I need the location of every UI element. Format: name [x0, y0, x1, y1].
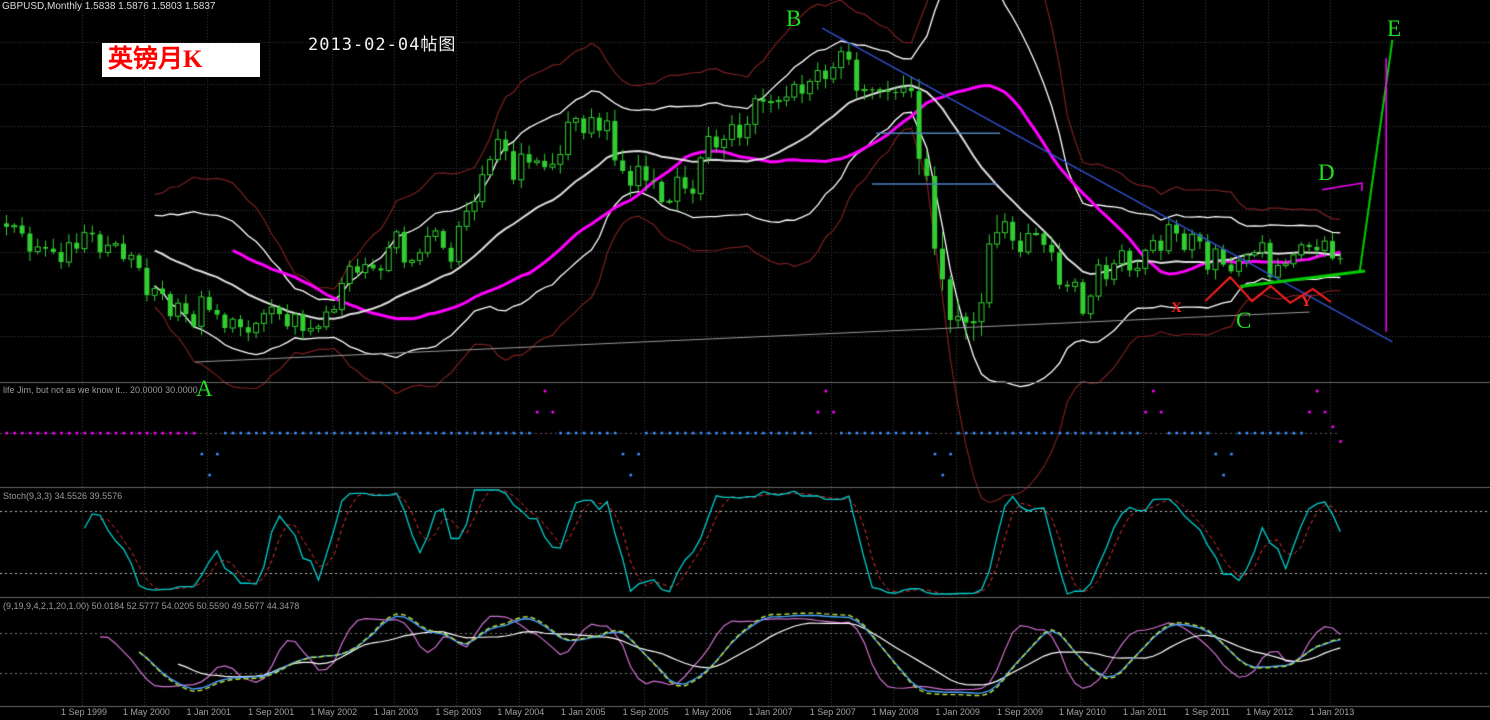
wave-label-d[interactable]: D — [1318, 160, 1335, 185]
time-axis-label: 1 May 2010 — [1058, 707, 1106, 717]
time-axis[interactable]: 1 Sep 1999 1 May 2000 1 Jan 2001 1 Sep 2001… — [0, 707, 1490, 720]
indicator-label-pane4: (9,19,9,4,2,1,20,1.00) 50.0184 52.5777 5… — [3, 601, 300, 611]
time-axis-label: 1 Sep 2007 — [809, 707, 856, 717]
time-axis-label: 1 Jan 2013 — [1309, 707, 1355, 717]
wave-label-e[interactable]: E — [1387, 16, 1402, 41]
time-axis-label: 1 May 2012 — [1246, 707, 1294, 717]
wave-label-y[interactable]: Y — [1301, 294, 1312, 310]
time-axis-label: 1 May 2004 — [497, 707, 545, 717]
chart-date-title[interactable]: 2013-02-04帖图 — [308, 35, 457, 55]
time-axis-label: 1 May 2000 — [122, 707, 170, 717]
time-axis-label: 1 May 2002 — [310, 707, 358, 717]
time-axis-label: 1 May 2008 — [871, 707, 919, 717]
indicator-label-pane3: Stoch(9,3,3) 34.5526 39.5576 — [3, 491, 123, 501]
time-axis-label: 1 Jan 2009 — [935, 707, 980, 717]
time-axis-label: 1 Sep 2003 — [435, 707, 482, 717]
time-axis-label: 1 Jan 2011 — [1122, 707, 1167, 717]
time-axis-label: 1 Jan 2003 — [373, 707, 419, 717]
time-axis-label: 1 Sep 2005 — [622, 707, 669, 717]
wave-label-c[interactable]: C — [1236, 308, 1252, 333]
indicator-label-pane2: life Jim, but not as we know it... 20.00… — [3, 385, 198, 395]
wave-label-x[interactable]: X — [1171, 300, 1182, 316]
time-axis-label: 1 Sep 2001 — [248, 707, 295, 717]
symbol-ohlc-readout: GBPUSD,Monthly 1.5838 1.5876 1.5803 1.58… — [2, 1, 216, 12]
time-axis-label: 1 Sep 2011 — [1184, 707, 1230, 717]
wave-label-b[interactable]: B — [786, 6, 802, 31]
time-axis-label: 1 Jan 2007 — [748, 707, 793, 717]
chart-sticker-label[interactable]: 英镑月K — [102, 43, 260, 77]
wave-label-a[interactable]: A — [196, 376, 213, 401]
time-axis-label: 1 Sep 1999 — [60, 707, 108, 717]
time-axis-label: 1 May 2006 — [684, 707, 732, 717]
time-axis-label: 1 Sep 2009 — [996, 707, 1044, 717]
time-axis-label: 1 Jan 2005 — [560, 707, 606, 717]
time-axis-label: 1 Jan 2001 — [186, 707, 232, 717]
